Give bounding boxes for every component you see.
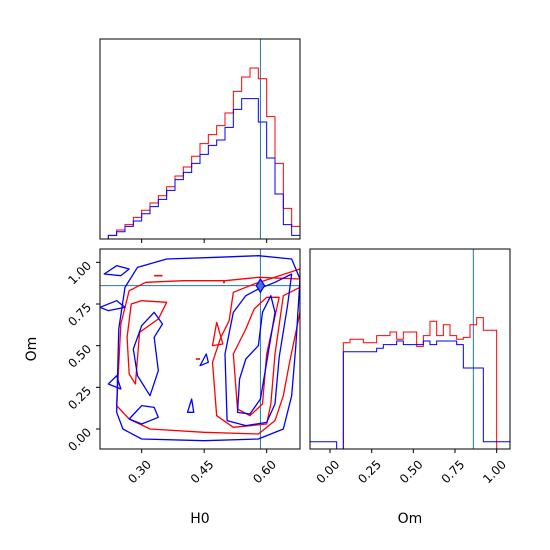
data-layer: [100, 67, 510, 450]
y-axis-label-om: Om: [24, 337, 40, 362]
contour-axes-frame: [99, 248, 301, 450]
contour-blue-9: [186, 398, 195, 413]
axes-frames-layer: [99, 38, 511, 450]
contour-blue-6: [224, 273, 293, 427]
hist-om-x-tick-label-0: 0.00: [314, 457, 343, 486]
contour-blue-filled-0: [255, 277, 266, 294]
hist-om-red-series: [310, 317, 510, 450]
contour-blue-4: [107, 375, 122, 390]
contour-red-1: [126, 300, 168, 385]
hist-om-x-tick-label-2: 0.50: [397, 457, 426, 486]
contour-red-3: [232, 296, 280, 417]
contour-y-tick-label-1: 0.25: [65, 384, 94, 413]
contour-blue-1: [103, 265, 130, 277]
contour-blue-7: [236, 295, 276, 415]
contour-blue-2: [132, 311, 164, 397]
contour-blue-0: [116, 255, 300, 442]
hist-om-axes-frame: [309, 248, 511, 450]
contour-x-tick-label-2: 0.60: [250, 457, 279, 486]
contour-blue-8: [199, 353, 209, 367]
hist-h0-red-series: [100, 67, 300, 240]
hist-om-blue-series: [309, 340, 510, 450]
contour-red-0: [116, 276, 300, 435]
contour-y-tick-label-2: 0.50: [65, 342, 94, 371]
hist-h0-blue-series: [100, 98, 300, 240]
contour-x-tick-label-0: 0.30: [125, 457, 154, 486]
contour-red-4: [211, 321, 224, 347]
contour-blue-5: [100, 300, 126, 312]
contour-x-tick-label-1: 0.45: [188, 457, 217, 486]
x-axis-label-om: Om: [398, 511, 423, 527]
contour-y-tick-label-0: 0.00: [65, 425, 94, 454]
hist-om-x-tick-label-3: 0.75: [439, 457, 468, 486]
hist-h0-axes-frame: [99, 38, 301, 240]
contour-blue-3: [128, 405, 159, 425]
contour-y-tick-label-4: 1.00: [65, 259, 94, 288]
contour-group: [100, 255, 300, 442]
hist-om-x-tick-label-1: 0.25: [355, 457, 384, 486]
hist-om-x-tick-label-4: 1.00: [480, 457, 509, 486]
truth-lines-layer: [100, 39, 474, 449]
contour-y-tick-label-3: 0.75: [65, 300, 94, 329]
x-axis-label-h0: H0: [190, 511, 209, 527]
